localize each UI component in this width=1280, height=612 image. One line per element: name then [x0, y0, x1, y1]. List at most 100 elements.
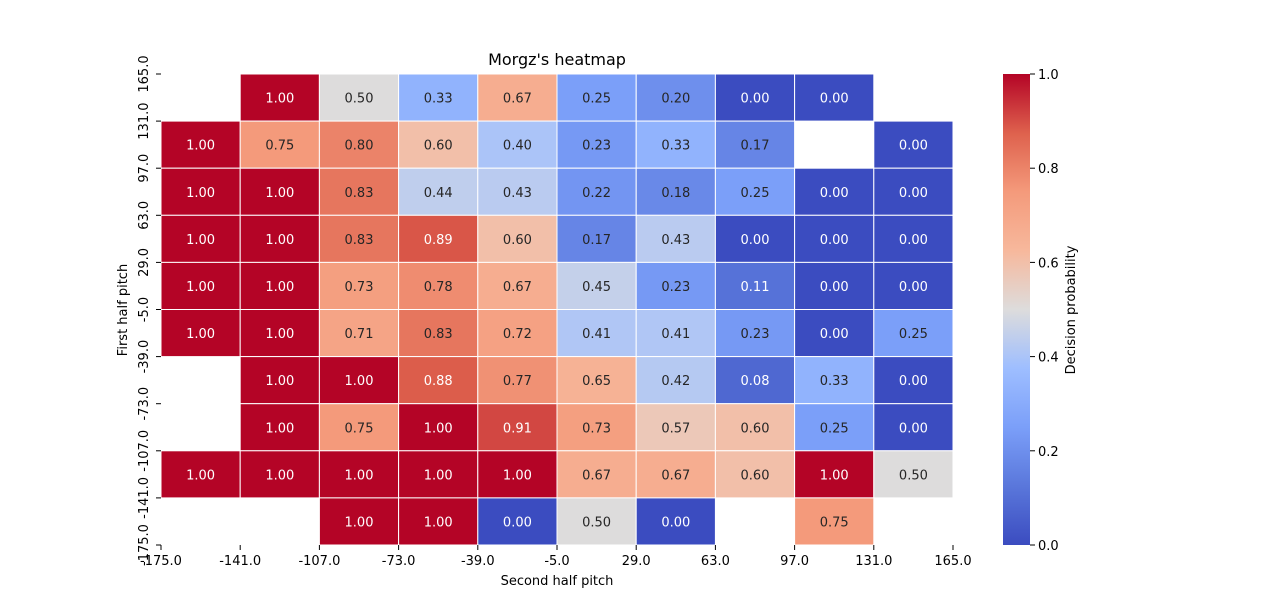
- cell-value-label: 0.00: [503, 515, 532, 530]
- x-tick-label: 97.0: [780, 554, 809, 569]
- heatmap-cell: [556, 167, 637, 216]
- heatmap-cell: [794, 214, 875, 263]
- cell-value-label: 1.00: [265, 327, 294, 342]
- heatmap-cell: [239, 450, 320, 499]
- x-tick-label: -107.0: [298, 554, 340, 569]
- cell-value-label: 0.83: [424, 327, 453, 342]
- heatmap-cell: [160, 450, 241, 499]
- cell-value-label: 0.91: [503, 421, 532, 436]
- heatmap-cell: [239, 73, 320, 122]
- heatmap-cell: [873, 261, 954, 310]
- cell-value-label: 0.57: [661, 421, 690, 436]
- cell-value-label: 1.00: [186, 233, 215, 248]
- cell-value-label: 0.43: [503, 186, 532, 201]
- cell-value-label: 0.17: [741, 139, 770, 154]
- cell-value-label: 0.25: [820, 421, 849, 436]
- colorbar-tick-label: 0.6: [1038, 256, 1059, 271]
- cell-value-label: 1.00: [186, 139, 215, 154]
- cell-value-label: 1.00: [424, 421, 453, 436]
- heatmap-cell: [635, 497, 716, 546]
- heatmap-cell: [160, 214, 241, 263]
- heatmap-cell: [714, 403, 796, 452]
- colorbar-tick-label: 0.2: [1038, 445, 1059, 460]
- heatmap-cell: [635, 73, 716, 122]
- cell-value-label: 0.25: [741, 186, 770, 201]
- cell-value-label: 1.00: [265, 92, 294, 107]
- heatmap-cell: [318, 167, 400, 216]
- cell-value-label: 0.23: [661, 280, 690, 295]
- heatmap-cell: [873, 450, 954, 499]
- heatmap-cell: [873, 356, 954, 405]
- heatmap-cell: [714, 450, 796, 499]
- cell-value-label: 0.60: [424, 139, 453, 154]
- x-axis-label: Second half pitch: [501, 574, 614, 589]
- chart-title: Morgz's heatmap: [488, 50, 626, 69]
- y-tick-label: -39.0: [137, 340, 152, 374]
- colorbar: 0.0 0.2 0.4 0.6 0.8 1.0 Decision probability: [1003, 68, 1079, 554]
- cell-value-label: 0.41: [661, 327, 690, 342]
- heatmap-cell: [239, 167, 320, 216]
- cell-value-label: 1.00: [503, 468, 532, 483]
- cell-value-label: 0.00: [820, 327, 849, 342]
- cell-value-label: 0.00: [899, 421, 928, 436]
- cell-value-label: 1.00: [186, 280, 215, 295]
- y-tick-label: -107.0: [137, 430, 152, 472]
- cell-value-label: 0.00: [899, 233, 928, 248]
- cell-value-label: 0.33: [661, 139, 690, 154]
- cell-value-label: 0.80: [345, 139, 374, 154]
- cell-value-label: 0.11: [741, 280, 770, 295]
- heatmap-cell: [794, 450, 875, 499]
- cell-value-label: 1.00: [186, 468, 215, 483]
- y-tick-label: -175.0: [137, 524, 152, 566]
- cell-value-label: 0.60: [503, 233, 532, 248]
- cell-value-label: 0.00: [899, 280, 928, 295]
- cell-value-label: 0.44: [424, 186, 453, 201]
- heatmap-cell: [556, 450, 637, 499]
- cell-value-label: 0.78: [424, 280, 453, 295]
- cell-value-label: 0.33: [820, 374, 849, 389]
- heatmap-cell: [714, 167, 796, 216]
- cell-value-label: 1.00: [186, 327, 215, 342]
- cell-value-label: 0.60: [741, 468, 770, 483]
- cell-value-label: 0.42: [661, 374, 690, 389]
- heatmap-cell: [714, 120, 796, 169]
- cell-value-label: 0.00: [820, 280, 849, 295]
- cell-value-label: 1.00: [345, 515, 374, 530]
- heatmap-cell: [873, 403, 954, 452]
- y-axis-label: First half pitch: [116, 264, 131, 356]
- cell-value-label: 0.67: [503, 280, 532, 295]
- cell-value-label: 0.45: [582, 280, 611, 295]
- cell-value-label: 0.40: [503, 139, 532, 154]
- cell-value-label: 1.00: [265, 280, 294, 295]
- heatmap-cell: [398, 120, 479, 169]
- cell-value-label: 0.89: [424, 233, 453, 248]
- heatmap-cell: [477, 261, 558, 310]
- heatmap-cell: [398, 167, 479, 216]
- cell-value-label: 1.00: [424, 468, 453, 483]
- heatmap-cell: [714, 261, 796, 310]
- heatmap-cell: [239, 309, 320, 358]
- cell-value-label: 0.23: [741, 327, 770, 342]
- colorbar-gradient: [1003, 74, 1030, 545]
- cell-value-label: 0.43: [661, 233, 690, 248]
- cell-value-label: 0.00: [820, 186, 849, 201]
- x-tick-label: 63.0: [701, 554, 730, 569]
- heatmap-cell: [318, 356, 400, 405]
- colorbar-label: Decision probability: [1064, 245, 1079, 374]
- heatmap-cell: [477, 356, 558, 405]
- y-tick-label: -141.0: [137, 477, 152, 519]
- cell-value-label: 0.25: [582, 92, 611, 107]
- cell-value-label: 0.18: [661, 186, 690, 201]
- colorbar-tick-label: 0.4: [1038, 351, 1059, 366]
- y-tick-label: 131.0: [137, 102, 152, 139]
- heatmap-cell: [318, 261, 400, 310]
- heatmap-cell: [239, 214, 320, 263]
- cell-value-label: 0.71: [345, 327, 374, 342]
- cell-value-label: 1.00: [186, 186, 215, 201]
- heatmap-cell: [318, 73, 400, 122]
- colorbar-tick-label: 0.8: [1038, 162, 1059, 177]
- cell-value-label: 0.50: [582, 515, 611, 530]
- cell-value-label: 0.83: [345, 186, 374, 201]
- cell-value-label: 0.00: [899, 374, 928, 389]
